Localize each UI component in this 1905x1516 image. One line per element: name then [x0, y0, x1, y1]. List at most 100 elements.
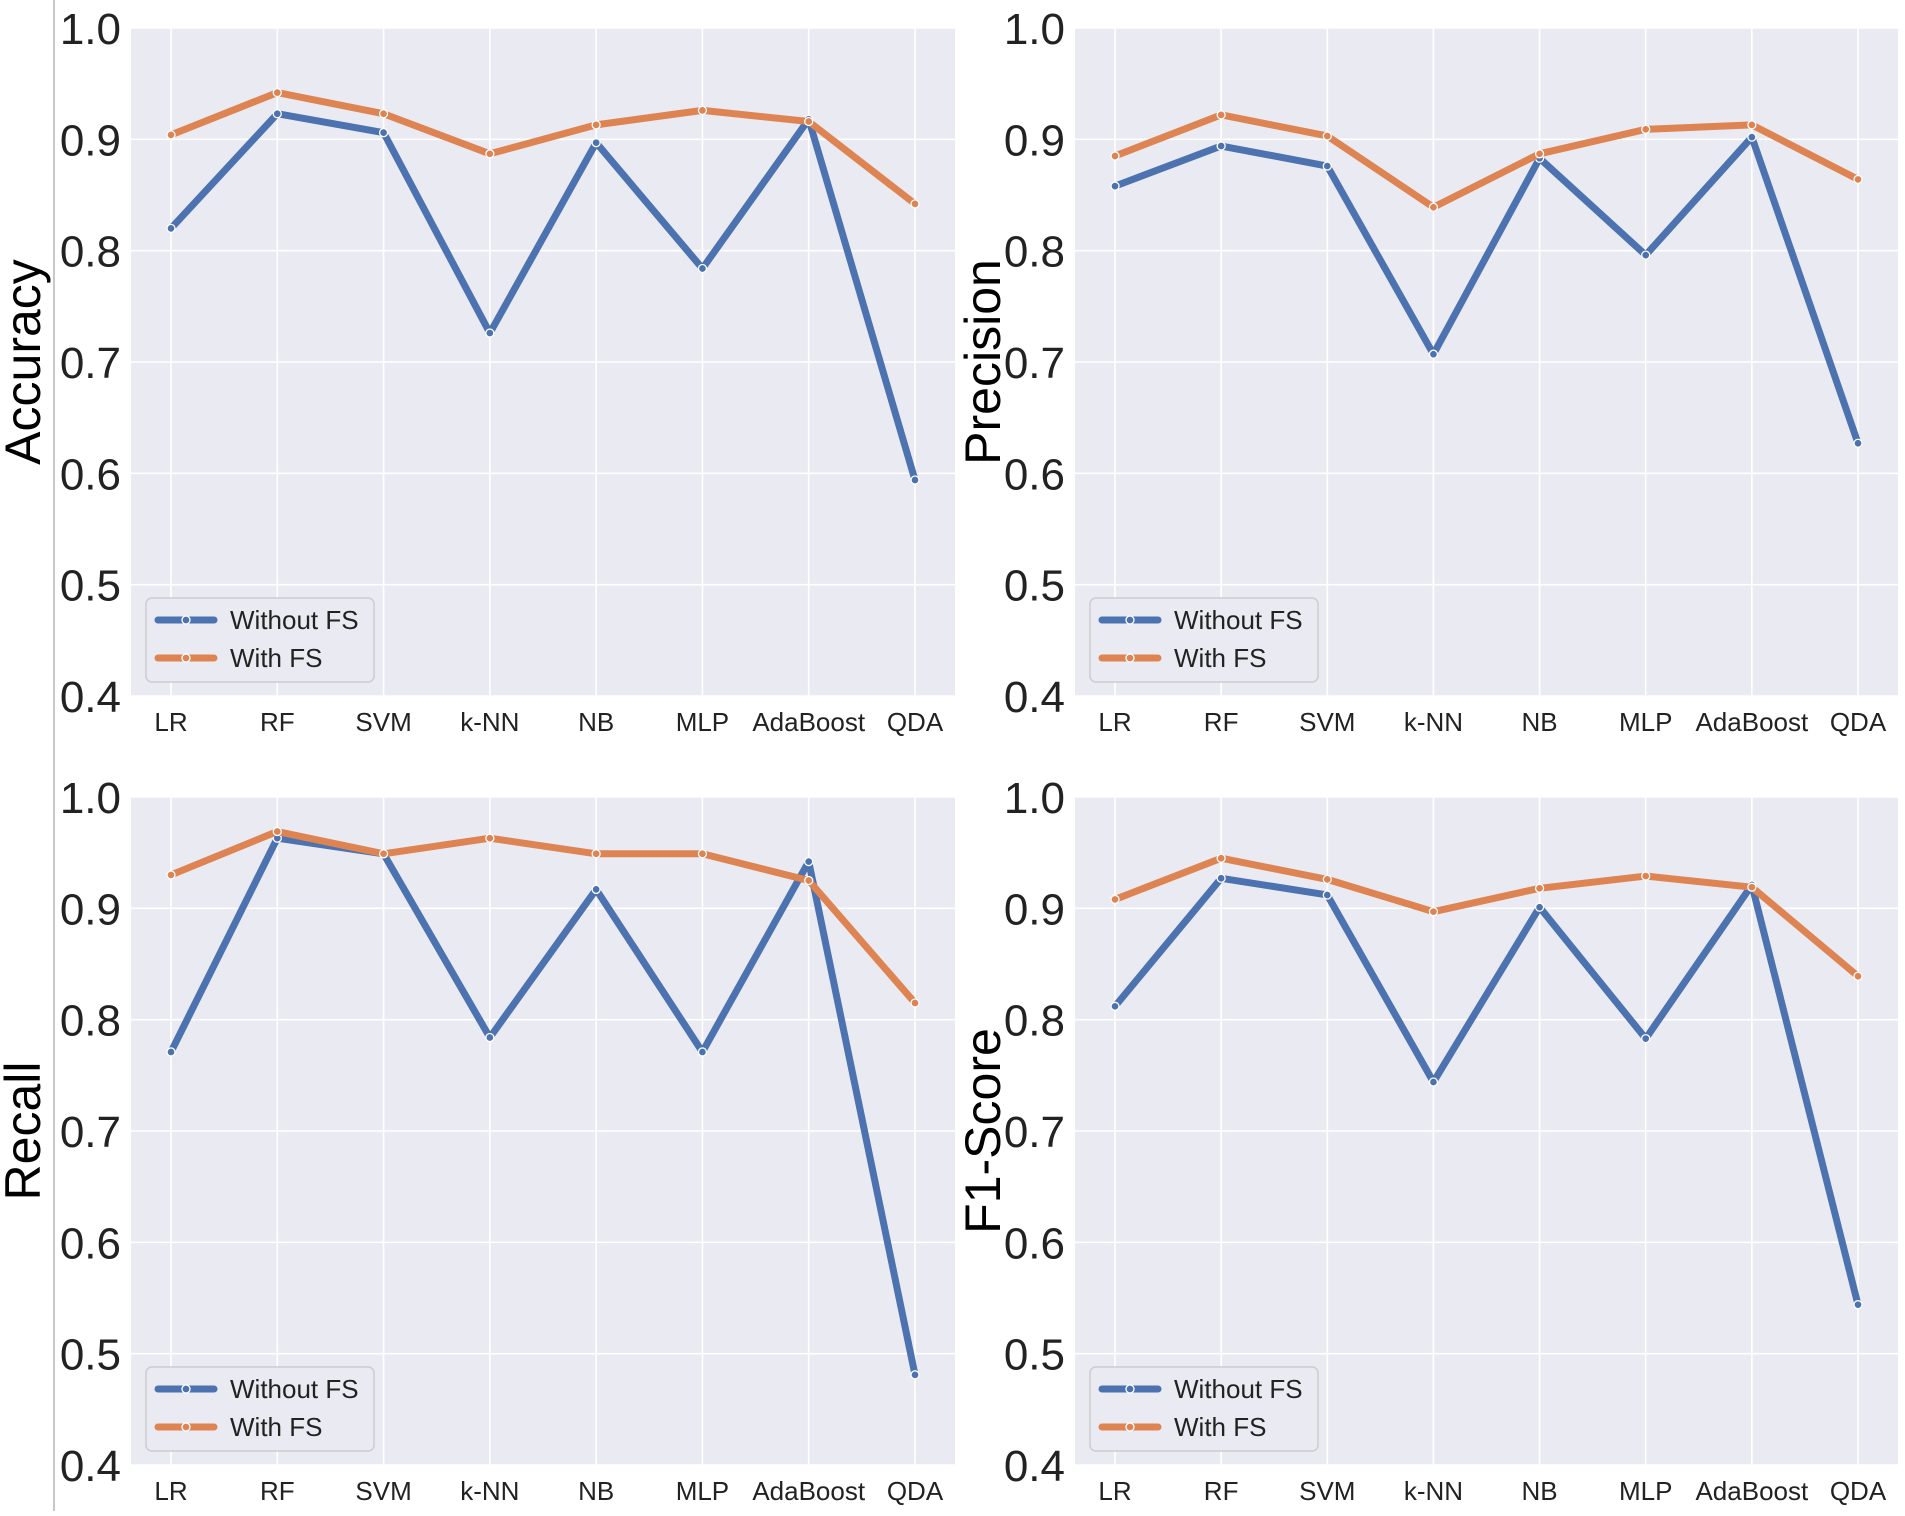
- data-point-with-fs: [1322, 131, 1332, 141]
- data-point-with-fs: [591, 120, 601, 130]
- y-axis-label: Accuracy: [0, 259, 51, 465]
- data-point-without-fs: [910, 1370, 920, 1380]
- data-point-with-fs: [1534, 149, 1545, 159]
- legend-label: With FS: [1174, 1412, 1266, 1442]
- data-point-without-fs: [1428, 349, 1439, 359]
- data-point-with-fs: [1216, 853, 1226, 863]
- x-tick-label: AdaBoost: [752, 707, 866, 737]
- y-tick-label: 1.0: [1004, 774, 1065, 823]
- x-tick-label: MLP: [1619, 707, 1672, 737]
- data-point-without-fs: [697, 1047, 708, 1057]
- legend-marker: [1125, 615, 1135, 625]
- data-point-with-fs: [1853, 971, 1863, 981]
- data-point-without-fs: [1216, 873, 1226, 883]
- legend-marker: [181, 615, 191, 625]
- x-tick-label: RF: [1204, 707, 1239, 737]
- x-tick-label: SVM: [1299, 1476, 1355, 1506]
- x-tick-label: k-NN: [460, 1476, 519, 1506]
- x-tick-label: LR: [1098, 1476, 1131, 1506]
- y-tick-label: 0.8: [60, 997, 121, 1046]
- data-point-without-fs: [1110, 181, 1120, 191]
- chart-panel-3: 0.4 0.5 0.6 0.7 0.8 0.9 1.0 LR RF SVM k-NN NB MLP Ada…: [0, 774, 955, 1506]
- data-point-without-fs: [1322, 161, 1332, 171]
- data-point-with-fs: [1641, 124, 1651, 134]
- legend-label: Without FS: [230, 1374, 359, 1404]
- x-tick-label: k-NN: [460, 707, 519, 737]
- y-tick-label: 0.8: [60, 228, 121, 277]
- y-tick-label: 0.6: [1004, 1219, 1065, 1268]
- x-tick-label: LR: [1098, 707, 1131, 737]
- y-tick-label: 0.4: [60, 673, 121, 722]
- data-point-without-fs: [378, 128, 389, 138]
- y-axis-label: Precision: [955, 259, 1011, 465]
- y-tick-label: 0.9: [1004, 116, 1065, 165]
- y-tick-label: 0.9: [60, 116, 121, 165]
- data-point-without-fs: [1747, 132, 1757, 142]
- y-tick-label: 0.9: [60, 885, 121, 934]
- data-point-without-fs: [591, 884, 601, 895]
- x-tick-label: LR: [154, 1476, 187, 1506]
- y-tick-label: 0.4: [1004, 1442, 1065, 1491]
- data-point-with-fs: [166, 870, 176, 880]
- legend-label: With FS: [230, 643, 322, 673]
- data-point-with-fs: [1534, 883, 1545, 893]
- x-tick-label: AdaBoost: [752, 1476, 866, 1506]
- data-point-without-fs: [910, 475, 920, 485]
- y-tick-label: 0.5: [60, 562, 121, 611]
- series-line-with-fs: [167, 89, 919, 208]
- legend: Without FS With FS: [1089, 1366, 1319, 1452]
- data-point-without-fs: [591, 138, 601, 148]
- data-point-without-fs: [485, 1032, 495, 1043]
- y-tick-label: 0.6: [1004, 450, 1065, 499]
- x-tick-label: NB: [578, 1476, 614, 1506]
- data-point-without-fs: [1853, 438, 1863, 448]
- data-point-with-fs: [1747, 120, 1757, 130]
- series-line-without-fs: [1111, 874, 1862, 1309]
- x-tick-label: QDA: [1830, 1476, 1887, 1506]
- legend-marker: [1125, 1384, 1135, 1394]
- series-line-with-fs: [167, 828, 919, 1007]
- x-tick-label: MLP: [1619, 1476, 1672, 1506]
- data-point-with-fs: [697, 105, 708, 116]
- y-tick-label: 0.8: [1004, 997, 1065, 1046]
- x-tick-label: k-NN: [1404, 707, 1463, 737]
- x-tick-label: SVM: [355, 707, 411, 737]
- legend-label: Without FS: [1174, 605, 1303, 635]
- chart-panel-1: 0.4 0.5 0.6 0.7 0.8 0.9 1.0 LR RF SVM k-NN NB MLP Ada…: [0, 5, 955, 737]
- y-tick-label: 0.6: [60, 450, 121, 499]
- data-point-without-fs: [1641, 1033, 1651, 1044]
- y-tick-label: 1.0: [1004, 5, 1065, 54]
- data-point-with-fs: [272, 826, 282, 837]
- data-point-without-fs: [1322, 890, 1332, 900]
- legend-marker: [1125, 1422, 1135, 1432]
- legend-marker: [181, 1384, 191, 1394]
- series-line-without-fs: [167, 834, 919, 1379]
- legend: Without FS With FS: [145, 597, 375, 683]
- data-point-with-fs: [804, 116, 814, 127]
- data-point-without-fs: [485, 328, 495, 338]
- data-point-with-fs: [910, 998, 920, 1008]
- data-point-without-fs: [166, 223, 176, 234]
- y-tick-label: 0.4: [60, 1442, 121, 1491]
- x-tick-label: LR: [154, 707, 187, 737]
- y-tick-label: 0.5: [1004, 1331, 1065, 1380]
- data-point-with-fs: [1428, 202, 1439, 212]
- data-point-without-fs: [1641, 250, 1651, 260]
- y-tick-label: 0.8: [1004, 228, 1065, 277]
- x-tick-label: QDA: [887, 1476, 944, 1506]
- y-tick-label: 0.4: [1004, 673, 1065, 722]
- data-point-with-fs: [804, 875, 814, 886]
- y-tick-label: 0.5: [1004, 562, 1065, 611]
- data-point-with-fs: [1641, 871, 1651, 881]
- x-tick-label: SVM: [355, 1476, 411, 1506]
- y-axis-label: F1-Score: [955, 1028, 1011, 1234]
- legend-marker: [1125, 653, 1135, 663]
- data-point-with-fs: [485, 149, 495, 159]
- data-point-with-fs: [378, 849, 389, 859]
- legend: Without FS With FS: [1089, 597, 1319, 683]
- chart-panel-4: 0.4 0.5 0.6 0.7 0.8 0.9 1.0 LR RF SVM k-NN NB MLP Ada…: [955, 774, 1898, 1506]
- x-tick-label: k-NN: [1404, 1476, 1463, 1506]
- y-tick-label: 0.7: [60, 1108, 121, 1157]
- x-tick-label: NB: [578, 707, 614, 737]
